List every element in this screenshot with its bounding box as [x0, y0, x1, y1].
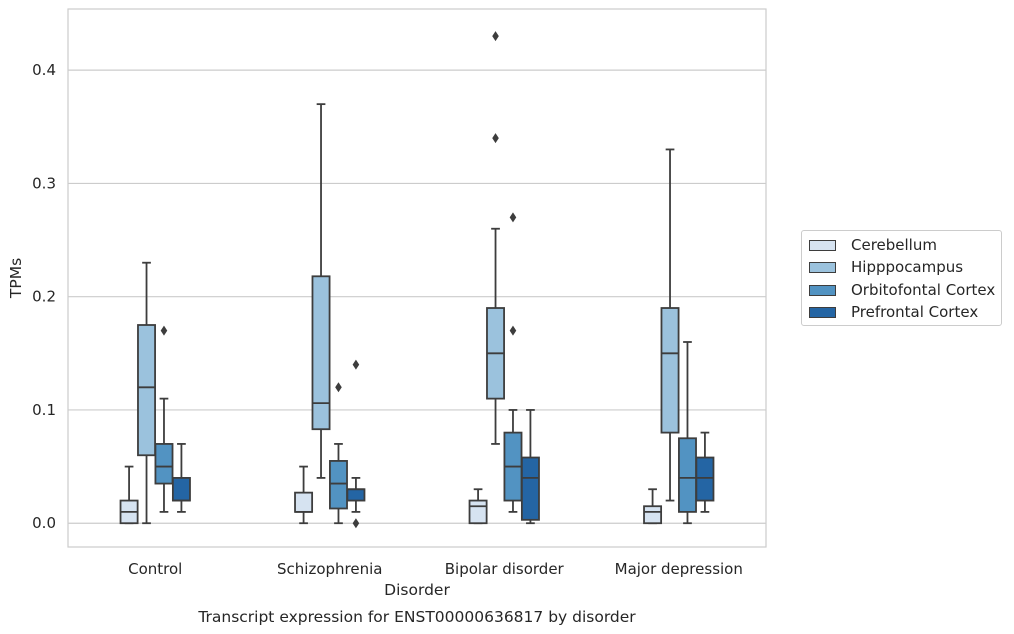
iqr-box: [644, 506, 661, 523]
x-axis-ticks: Control Schizophrenia Bipolar disorder Majo…: [128, 560, 743, 578]
y-axis-ticks: 0.0 0.1 0.2 0.3 0.4: [32, 61, 56, 532]
iqr-box: [138, 325, 155, 455]
iqr-box: [295, 493, 312, 512]
x-tick-label: Major depression: [615, 560, 743, 578]
iqr-box: [330, 461, 347, 509]
legend-swatch-orbitofrontal-cortex: [809, 285, 836, 296]
y-tick-label: 0.1: [32, 401, 56, 419]
iqr-box: [696, 458, 713, 501]
legend-label-hippocampus: Hipppocampus: [851, 258, 963, 276]
legend-swatch-cerebellum: [809, 240, 836, 251]
x-axis-title: Disorder: [384, 581, 450, 599]
legend-item-prefrontal-cortex: Prefrontal Cortex: [809, 301, 978, 323]
x-tick-label: Control: [128, 560, 182, 578]
iqr-box: [347, 489, 364, 500]
legend-swatch-hippocampus: [809, 262, 836, 273]
legend-item-cerebellum: Cerebellum: [809, 234, 937, 256]
x-tick-label: Bipolar disorder: [445, 560, 565, 578]
iqr-box: [155, 444, 172, 484]
iqr-box: [679, 438, 696, 512]
iqr-box: [312, 276, 329, 429]
legend: Cerebellum Hipppocampus Orbitofontal Cor…: [801, 230, 1002, 326]
y-axis-title: TPMs: [7, 258, 25, 299]
y-tick-label: 0.0: [32, 514, 56, 532]
iqr-box: [661, 308, 678, 433]
chart-caption: Transcript expression for ENST0000063681…: [197, 608, 636, 626]
y-tick-label: 0.4: [32, 61, 56, 79]
y-tick-label: 0.2: [32, 288, 56, 306]
legend-label-cerebellum: Cerebellum: [851, 236, 937, 254]
legend-label-prefrontal-cortex: Prefrontal Cortex: [851, 303, 978, 321]
x-tick-label: Schizophrenia: [277, 560, 382, 578]
iqr-box: [173, 478, 190, 501]
legend-label-orbitofrontal-cortex: Orbitofontal Cortex: [851, 281, 995, 299]
iqr-box: [470, 501, 487, 524]
y-tick-label: 0.3: [32, 174, 56, 192]
legend-item-hippocampus: Hipppocampus: [809, 256, 963, 278]
legend-item-orbitofrontal-cortex: Orbitofontal Cortex: [809, 279, 995, 301]
iqr-box: [522, 458, 539, 520]
legend-swatch-prefrontal-cortex: [809, 307, 836, 318]
